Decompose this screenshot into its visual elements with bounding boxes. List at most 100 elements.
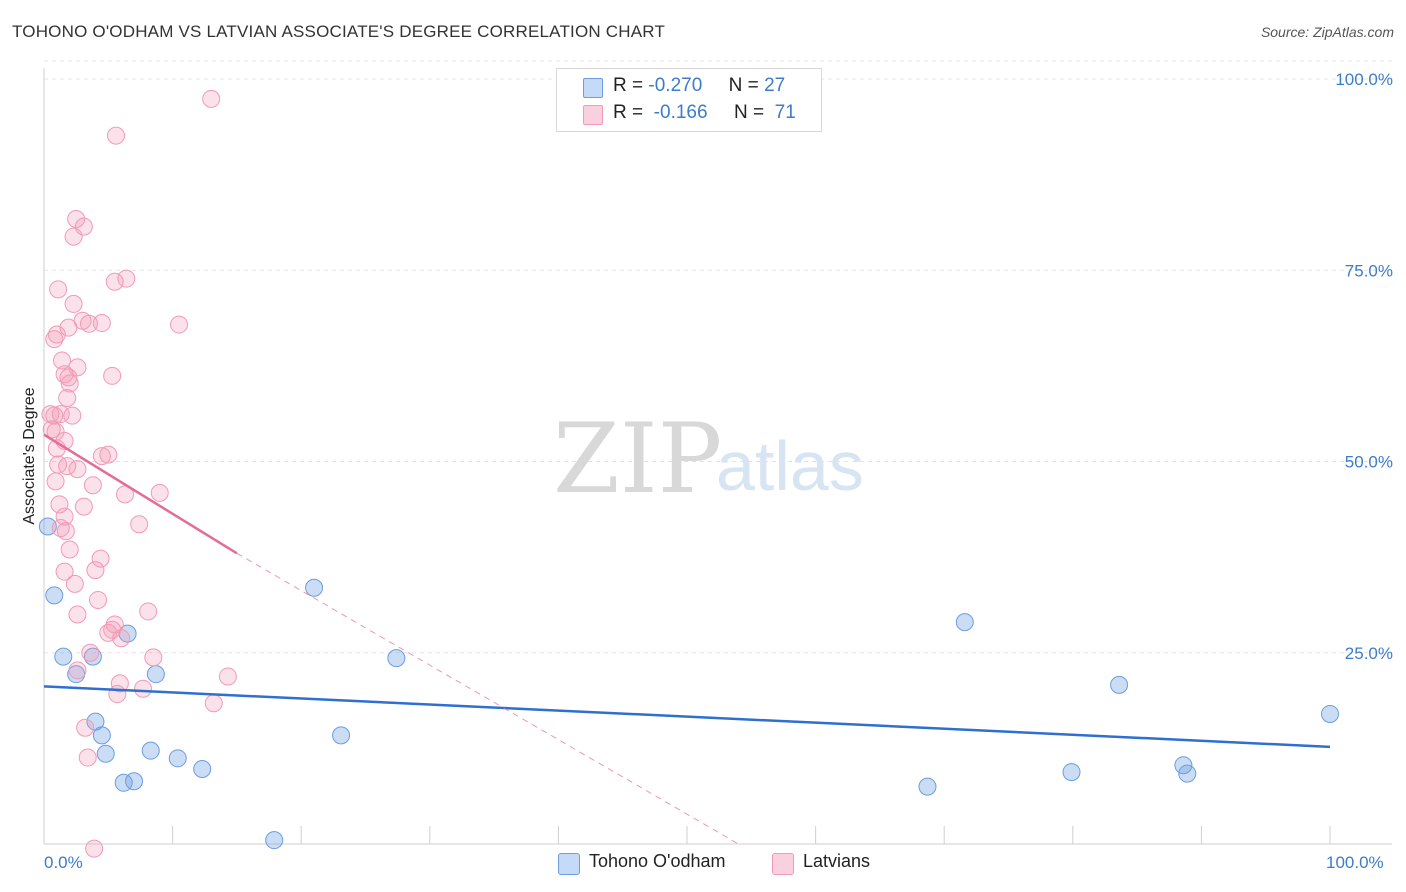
latvian-point — [103, 366, 122, 385]
latvian-point — [55, 507, 74, 526]
tohono-point — [1110, 675, 1129, 694]
tohono-point — [332, 726, 351, 745]
latvian-point — [63, 406, 82, 425]
latvian-point — [130, 515, 149, 534]
latvian-point — [92, 447, 111, 466]
latvian-point — [86, 561, 105, 580]
tohono-point — [918, 777, 937, 796]
latvian-point — [46, 472, 65, 491]
latvian-point — [108, 685, 127, 704]
latvian-point — [99, 445, 118, 464]
latvian-point — [65, 574, 84, 593]
latvian-point — [170, 315, 189, 334]
tohono-point — [141, 741, 160, 760]
latvian-point — [110, 674, 129, 693]
tohono-point — [54, 647, 73, 666]
latvian-point — [107, 126, 126, 145]
tohono-point — [193, 760, 212, 779]
latvian-point — [134, 679, 153, 698]
tohono-point — [146, 665, 165, 684]
latvian-point — [49, 280, 68, 299]
tohono-point — [96, 744, 115, 763]
latvian-point — [89, 590, 108, 609]
tohono-point — [387, 649, 406, 668]
tohono-point — [1174, 756, 1193, 775]
latvians-legend-swatch — [772, 853, 794, 875]
n-label: N = — [733, 102, 765, 123]
latvian-point — [105, 272, 124, 291]
latvian-trend-extension — [236, 552, 739, 845]
latvian-point — [150, 483, 169, 502]
latvian-point — [64, 294, 83, 313]
latvian-point — [103, 620, 122, 639]
latvian-point — [85, 839, 104, 858]
latvian-point — [58, 457, 77, 476]
watermark-zip: ZIP — [553, 403, 722, 515]
y-tick-label: 75.0% — [1345, 261, 1393, 280]
tohono-point — [1178, 764, 1197, 783]
latvian-point — [53, 351, 72, 370]
y-tick-label: 50.0% — [1345, 453, 1393, 472]
tohono-point — [305, 578, 324, 597]
latvian-point — [74, 497, 93, 516]
latvian-point — [68, 460, 87, 479]
latvian-point — [83, 476, 102, 495]
legend-label-latvians: Latvians — [803, 851, 871, 871]
tohono-point — [92, 726, 111, 745]
r-value: -0.166 — [653, 102, 708, 123]
tohono-trend-line — [43, 685, 1331, 749]
y-tick-label: 25.0% — [1345, 644, 1393, 663]
tohono-point — [118, 624, 137, 643]
latvian-point — [139, 602, 158, 621]
latvian-trend-line — [43, 433, 238, 555]
latvian-point — [55, 562, 74, 581]
latvian-point — [67, 209, 86, 228]
tohono-point — [1062, 763, 1081, 782]
n-label: N = — [728, 75, 759, 96]
latvian-point — [60, 374, 79, 393]
tohono-point — [265, 831, 284, 850]
r-label: R = — [613, 102, 644, 123]
latvian-point — [45, 406, 64, 425]
latvian-point — [56, 522, 75, 541]
chart-source: Source: ZipAtlas.com — [1260, 24, 1394, 40]
tohono-point — [1321, 704, 1339, 723]
latvian-point — [202, 89, 221, 108]
latvian-point — [218, 667, 237, 686]
y-tick-label: 100.0% — [1335, 70, 1393, 89]
n-value: 27 — [764, 75, 786, 96]
watermark-atlas: atlas — [716, 427, 864, 505]
latvian-point — [68, 605, 87, 624]
latvian-point — [64, 227, 83, 246]
latvian-point — [81, 643, 100, 662]
latvian-point — [76, 718, 95, 737]
n-value: 71 — [774, 102, 796, 123]
latvian-swatch — [583, 105, 603, 125]
latvian-point — [51, 519, 70, 538]
latvian-point — [58, 389, 77, 408]
tohono-point — [45, 586, 64, 605]
x-tick-label-min: 0.0% — [44, 853, 83, 872]
latvian-point — [59, 318, 78, 337]
latvian-point — [204, 694, 223, 713]
latvian-point — [91, 549, 110, 568]
r-label: R = — [613, 75, 644, 96]
latvian-point — [45, 330, 64, 349]
latvian-point — [80, 314, 99, 333]
tohono-point — [168, 749, 187, 768]
latvian-point — [117, 269, 136, 288]
tohono-point — [955, 613, 974, 632]
tohono-legend-swatch — [558, 853, 580, 875]
latvian-point — [68, 661, 87, 680]
r-value: -0.270 — [648, 75, 703, 96]
latvian-point — [78, 748, 97, 767]
stats-legend: R = -0.270 N = 27 R = -0.166 N = 71 — [556, 68, 822, 132]
tohono-point — [125, 772, 144, 791]
latvian-point — [51, 405, 70, 424]
latvian-point — [92, 314, 111, 333]
chart-title: TOHONO O'ODHAM VS LATVIAN ASSOCIATE'S DE… — [12, 22, 666, 41]
latvian-point — [60, 540, 79, 559]
latvian-point — [59, 368, 78, 387]
x-tick-label-max: 100.0% — [1326, 853, 1384, 872]
